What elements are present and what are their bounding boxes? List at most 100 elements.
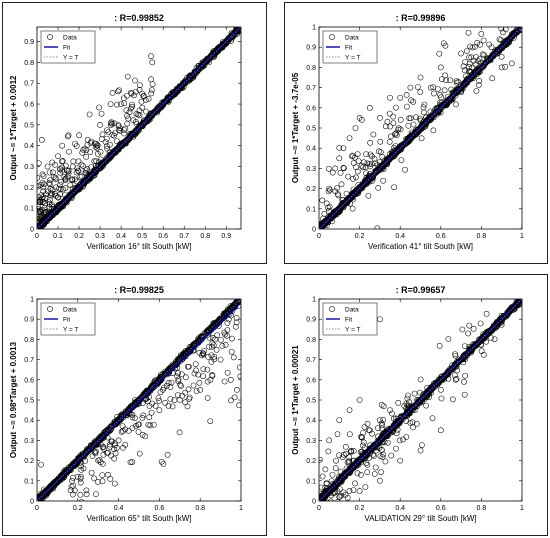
data-point: [370, 131, 377, 138]
data-point: [378, 401, 385, 408]
y-tick-label: 0.9: [306, 45, 316, 52]
data-point: [206, 334, 213, 341]
data-point: [53, 207, 59, 214]
legend-label-data: Data: [345, 307, 359, 314]
data-point: [122, 138, 129, 145]
data-point: [186, 396, 192, 402]
data-point: [407, 419, 414, 426]
data-point: [423, 114, 429, 121]
data-point: [430, 382, 437, 389]
data-point: [217, 356, 224, 363]
data-point: [73, 178, 80, 185]
data-point: [472, 44, 478, 50]
data-point: [63, 468, 70, 475]
data-point: [37, 194, 43, 201]
data-point: [427, 108, 434, 115]
data-point: [476, 78, 483, 84]
legend-label-fit: Fit: [345, 45, 352, 52]
data-point: [163, 382, 170, 389]
data-point: [458, 84, 464, 91]
data-point: [84, 166, 91, 172]
data-point: [387, 407, 393, 413]
legend-box: [322, 30, 378, 64]
data-point: [478, 59, 484, 66]
data-point: [192, 361, 199, 368]
data-point: [320, 509, 325, 514]
data-point: [75, 167, 81, 174]
data-point: [149, 59, 156, 66]
data-point: [38, 212, 45, 219]
x-tick-label: 0: [317, 233, 321, 240]
data-point: [114, 444, 120, 451]
data-point: [132, 88, 139, 95]
data-point: [452, 352, 459, 359]
data-point: [468, 74, 475, 81]
data-point: [437, 104, 444, 111]
data-point: [95, 457, 102, 464]
data-point: [337, 169, 344, 176]
data-point: [323, 481, 330, 487]
data-point: [364, 469, 371, 475]
data-point: [350, 487, 357, 493]
data-point: [388, 152, 395, 159]
data-point: [331, 211, 338, 217]
data-point: [74, 473, 81, 480]
data-point: [136, 400, 142, 406]
data-point: [442, 72, 449, 79]
data-point: [62, 162, 69, 169]
y-tick-label: 0: [30, 499, 34, 506]
data-point: [64, 173, 71, 180]
data-point: [320, 222, 326, 228]
data-point: [236, 402, 241, 409]
data-point: [334, 431, 341, 437]
data-point: [390, 120, 397, 126]
data-point: [408, 97, 415, 104]
data-point: [61, 174, 68, 180]
data-point: [112, 147, 119, 154]
data-point: [515, 28, 521, 34]
data-point: [374, 225, 381, 229]
data-point: [114, 138, 120, 144]
data-point: [91, 169, 98, 176]
x-tick-label: 0.5: [137, 233, 147, 240]
data-point: [143, 387, 150, 394]
x-tick-label: 0.2: [74, 233, 84, 240]
data-point: [204, 327, 211, 334]
data-point: [88, 164, 95, 171]
data-point: [326, 500, 331, 501]
data-point: [358, 162, 365, 169]
data-point: [453, 101, 459, 108]
data-point: [58, 178, 64, 185]
data-point: [150, 421, 157, 428]
data-point: [69, 191, 76, 198]
data-point: [462, 59, 468, 65]
y-axis-label: Output ~= 1*Target + 0.0012: [9, 75, 18, 181]
data-point: [77, 491, 84, 498]
data-point: [230, 304, 236, 310]
data-point: [382, 431, 389, 438]
data-point: [328, 478, 335, 484]
data-point: [364, 461, 371, 468]
data-point: [38, 494, 44, 500]
data-point: [469, 347, 476, 353]
data-point: [234, 387, 240, 393]
data-point: [411, 132, 418, 139]
data-point: [101, 446, 108, 452]
data-point: [59, 201, 66, 207]
data-point: [129, 101, 135, 108]
chart-panel-4: : R=0.99657 0 0.2 0.4 0.6 0.8 1 0 0.1 0.2 0.3 0.4 0.…: [284, 274, 548, 536]
data-point: [68, 463, 75, 470]
data-point: [121, 130, 127, 137]
data-point: [504, 37, 511, 44]
y-tick-label: 0.7: [306, 357, 316, 364]
data-point: [109, 90, 116, 96]
x-tick-label: 0: [317, 505, 321, 512]
data-point: [371, 442, 377, 449]
data-point: [229, 32, 236, 39]
data-point: [502, 63, 509, 70]
data-point: [366, 447, 373, 454]
data-point: [325, 165, 332, 172]
data-point: [48, 201, 55, 208]
x-tick-label: 0.4: [116, 233, 126, 240]
y-tick-label: 0.4: [24, 418, 34, 425]
